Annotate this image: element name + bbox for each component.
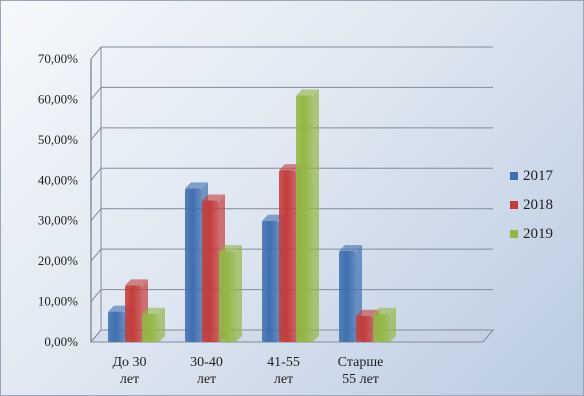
- x-tick-label: Старше: [338, 355, 384, 370]
- bar: [125, 285, 142, 342]
- legend-swatch: [510, 230, 518, 238]
- bar-side: [313, 89, 319, 342]
- gridline-depth: [90, 289, 102, 302]
- bar-top: [142, 307, 165, 314]
- bar: [262, 220, 279, 342]
- x-tick-label: 55 лет: [342, 372, 379, 387]
- bar: [108, 311, 125, 342]
- bar-top: [296, 89, 319, 96]
- gridline-depth: [90, 248, 102, 262]
- bar: [339, 251, 356, 342]
- y-tick-label: 0,00%: [44, 334, 78, 349]
- x-tick-label: 41-55: [267, 355, 300, 370]
- x-tick-label: лет: [120, 372, 139, 387]
- bar: [279, 170, 296, 342]
- y-tick-label: 30,00%: [38, 213, 78, 228]
- gridline-depth: [90, 208, 102, 222]
- gridline-depth: [90, 46, 102, 60]
- legend-swatch: [510, 172, 518, 180]
- y-tick-label: 20,00%: [38, 253, 78, 268]
- bar-side: [236, 245, 242, 342]
- legend-label: 2018: [523, 197, 553, 213]
- bar-top: [356, 309, 379, 316]
- legend-label: 2017: [523, 168, 554, 184]
- bar: [142, 313, 159, 342]
- gridline-depth: [90, 167, 102, 181]
- x-tick-label: лет: [197, 372, 216, 387]
- gridline-depth: [90, 87, 102, 100]
- bar-top: [125, 279, 148, 286]
- bar-top: [202, 194, 225, 201]
- bar: [185, 188, 202, 342]
- y-tick-label: 10,00%: [38, 294, 78, 309]
- bar: [202, 200, 219, 342]
- bar-side: [390, 307, 396, 342]
- legend-label: 2019: [523, 226, 553, 242]
- bar-side: [159, 307, 165, 342]
- bar: [296, 95, 313, 342]
- x-tick-label: 30-40: [190, 355, 223, 370]
- x-tick-label: лет: [274, 372, 293, 387]
- bar-top: [373, 307, 396, 314]
- y-tick-label: 50,00%: [38, 132, 78, 147]
- y-tick-label: 60,00%: [38, 91, 78, 106]
- x-tick-label: До 30: [112, 355, 146, 370]
- bar-top: [219, 245, 242, 252]
- bar-top: [339, 245, 362, 252]
- y-tick-label: 70,00%: [38, 51, 78, 66]
- bar: [373, 313, 390, 342]
- bar-top: [185, 182, 208, 189]
- y-tick-label: 40,00%: [38, 172, 78, 187]
- bar: [219, 251, 236, 342]
- bar: [356, 315, 373, 342]
- legend-swatch: [510, 201, 518, 209]
- gridline-depth: [90, 127, 102, 141]
